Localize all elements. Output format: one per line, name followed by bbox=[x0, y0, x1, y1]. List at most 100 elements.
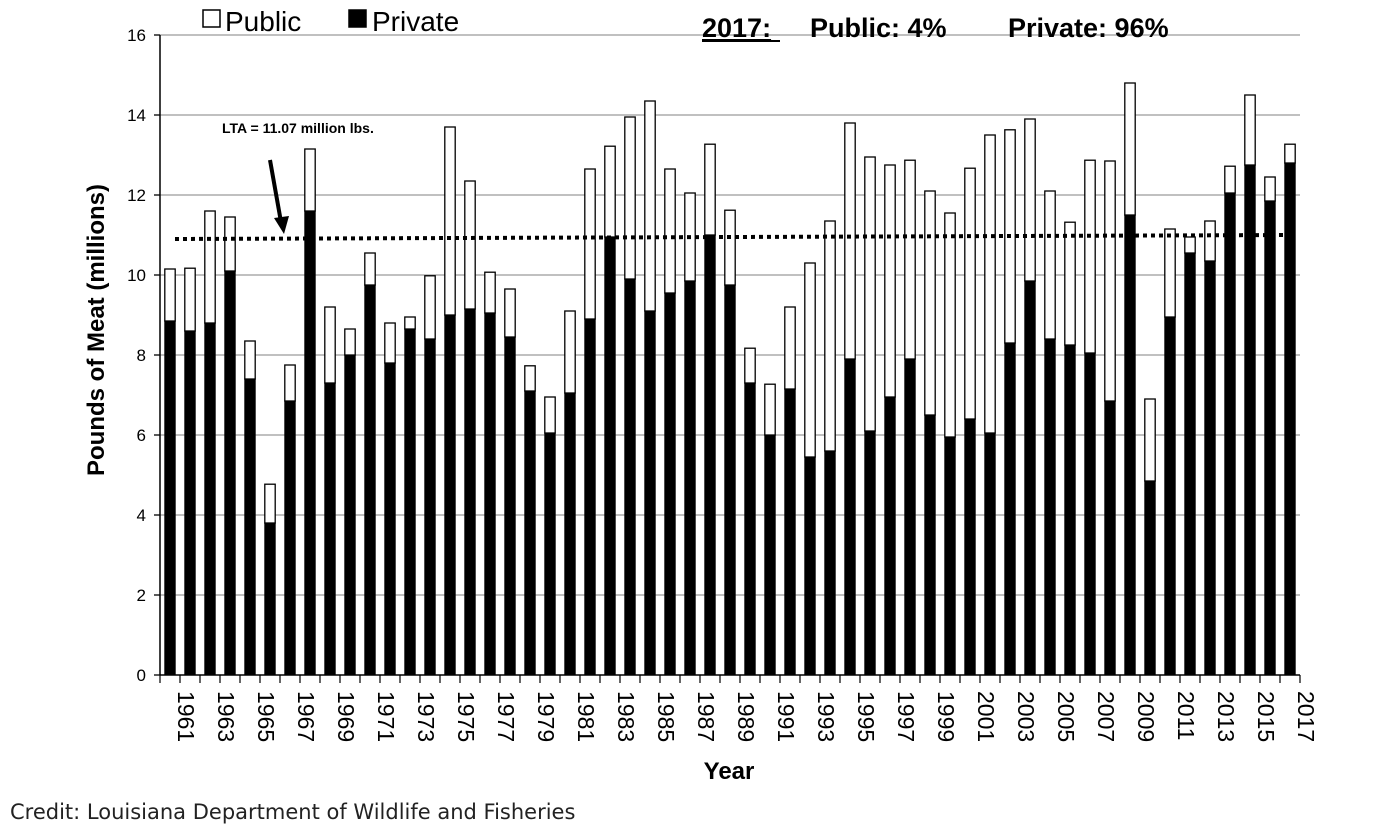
bar-private-1977 bbox=[484, 312, 496, 676]
bar-private-2015 bbox=[1244, 164, 1256, 676]
bar-public-1994 bbox=[824, 220, 836, 452]
bar-public-2005 bbox=[1044, 190, 1056, 340]
bar-private-1967 bbox=[284, 400, 296, 676]
credit-text: Credit: Louisiana Department of Wildlife… bbox=[10, 800, 576, 824]
bar-public-1988 bbox=[704, 143, 716, 236]
bar-public-1976 bbox=[464, 180, 476, 310]
bar-private-1984 bbox=[624, 278, 636, 676]
bar-private-1986 bbox=[664, 292, 676, 676]
bar-private-2005 bbox=[1044, 338, 1056, 676]
bar-public-1985 bbox=[644, 100, 656, 312]
x-tick-label: 1979 bbox=[533, 691, 559, 742]
bar-private-2002 bbox=[984, 432, 996, 676]
x-tick-label: 1991 bbox=[773, 691, 799, 742]
annotation-public: Public: 4% bbox=[810, 13, 947, 43]
bar-public-2006 bbox=[1064, 221, 1076, 346]
x-tick-label: 1977 bbox=[493, 691, 519, 742]
bar-public-1974 bbox=[424, 275, 436, 340]
bar-public-1996 bbox=[864, 156, 876, 432]
bar-series bbox=[164, 82, 1296, 676]
bar-private-2001 bbox=[964, 418, 976, 676]
bar-public-2016 bbox=[1264, 176, 1276, 202]
bar-public-2000 bbox=[944, 212, 956, 438]
bar-private-2013 bbox=[1204, 260, 1216, 676]
bar-public-1993 bbox=[804, 262, 816, 458]
bar-private-1978 bbox=[504, 336, 516, 676]
y-tick-label: 8 bbox=[137, 346, 146, 365]
bar-public-2007 bbox=[1084, 159, 1096, 354]
bar-private-1961 bbox=[164, 320, 176, 676]
bar-public-2012 bbox=[1184, 236, 1196, 254]
bar-private-1970 bbox=[344, 354, 356, 676]
x-tick-label: 1961 bbox=[173, 691, 199, 742]
x-tick-label: 1963 bbox=[213, 691, 239, 742]
x-tick-label: 1971 bbox=[373, 691, 399, 742]
bar-private-1989 bbox=[724, 284, 736, 676]
bar-private-1963 bbox=[204, 322, 216, 676]
bar-private-1982 bbox=[584, 318, 596, 676]
bar-public-1991 bbox=[764, 383, 776, 436]
bar-private-1988 bbox=[704, 234, 716, 676]
bar-private-2003 bbox=[1004, 342, 1016, 676]
bar-private-2008 bbox=[1104, 400, 1116, 676]
bar-public-1997 bbox=[884, 164, 896, 398]
x-tick-label: 1989 bbox=[733, 691, 759, 742]
bar-public-1995 bbox=[844, 122, 856, 360]
bar-private-1985 bbox=[644, 310, 656, 676]
bar-private-2011 bbox=[1164, 316, 1176, 676]
bar-public-1983 bbox=[604, 145, 616, 238]
bar-private-1997 bbox=[884, 396, 896, 676]
bar-private-1996 bbox=[864, 430, 876, 676]
bar-private-1994 bbox=[824, 450, 836, 676]
legend-public-label: Public bbox=[225, 6, 301, 37]
bar-public-1986 bbox=[664, 168, 676, 294]
bar-public-1979 bbox=[524, 365, 536, 392]
x-axis-title: Year bbox=[704, 758, 755, 785]
bar-private-2000 bbox=[944, 436, 956, 676]
bar-public-2014 bbox=[1224, 165, 1236, 194]
annotation-private: Private: 96% bbox=[1008, 13, 1169, 43]
legend: Public Private bbox=[202, 6, 459, 37]
bar-public-1980 bbox=[544, 396, 556, 434]
x-tick-label: 1983 bbox=[613, 691, 639, 742]
bar-private-1975 bbox=[444, 314, 456, 676]
bar-private-1964 bbox=[224, 270, 236, 676]
lta-dotted-line bbox=[174, 233, 1296, 241]
bar-private-1971 bbox=[364, 284, 376, 676]
bar-private-2017 bbox=[1284, 162, 1296, 676]
bar-public-2008 bbox=[1104, 160, 1116, 402]
bar-private-1979 bbox=[524, 390, 536, 676]
x-tick-label: 2017 bbox=[1293, 691, 1319, 742]
bar-public-2011 bbox=[1164, 228, 1176, 318]
bar-public-1977 bbox=[484, 271, 496, 314]
bar-public-1998 bbox=[904, 159, 916, 360]
y-axis-title: Pounds of Meat (millions) bbox=[83, 184, 110, 476]
x-tick-label: 1995 bbox=[853, 691, 879, 742]
x-tick-label: 2015 bbox=[1253, 691, 1279, 742]
bar-public-1970 bbox=[344, 328, 356, 356]
bar-private-1995 bbox=[844, 358, 856, 676]
bar-private-2004 bbox=[1024, 280, 1036, 676]
bar-public-1965 bbox=[244, 340, 256, 380]
bar-private-2012 bbox=[1184, 252, 1196, 676]
bar-private-1969 bbox=[324, 382, 336, 676]
bar-private-1990 bbox=[744, 382, 756, 676]
bar-private-1980 bbox=[544, 432, 556, 676]
legend-public-swatch bbox=[202, 9, 221, 28]
lta-arrow-shaft bbox=[268, 159, 283, 223]
header-annotation: 2017: Public: 4% Private: 96% bbox=[702, 13, 1169, 43]
bar-public-1968 bbox=[304, 148, 316, 212]
bar-private-1998 bbox=[904, 358, 916, 676]
bar-public-1961 bbox=[164, 268, 176, 322]
x-tick-label: 1993 bbox=[813, 691, 839, 742]
y-tick-label: 10 bbox=[127, 266, 146, 285]
legend-private-swatch bbox=[348, 9, 367, 28]
x-tick-label: 1997 bbox=[893, 691, 919, 742]
bar-private-1987 bbox=[684, 280, 696, 676]
bar-public-1966 bbox=[264, 483, 276, 524]
bar-public-1963 bbox=[204, 210, 216, 324]
bar-private-1993 bbox=[804, 456, 816, 676]
bar-public-1967 bbox=[284, 364, 296, 402]
bar-private-2006 bbox=[1064, 344, 1076, 676]
